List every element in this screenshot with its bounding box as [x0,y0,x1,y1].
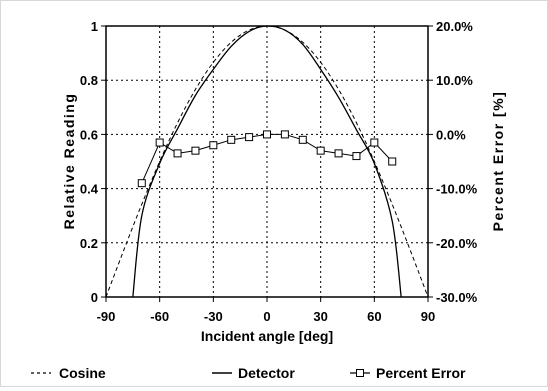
y-left-tick-label: 0.8 [80,73,98,88]
data-point-percent-error [245,133,254,142]
y-left-tick-label: 0.4 [80,182,99,197]
y-right-tick-label: -10.0% [436,182,478,197]
legend-label-percent-error: Percent Error [376,365,466,381]
legend-label-detector: Detector [238,365,295,381]
legend-item-percent-error: Percent Error [350,365,466,381]
tick-marks [101,25,433,302]
y-left-tick-label: 1 [91,19,98,34]
x-tick-label: -30 [204,309,223,324]
data-point-percent-error [334,149,343,158]
y-right-tick-label: -20.0% [436,236,478,251]
data-point-percent-error [155,138,164,147]
y-left-tick-label: 0 [91,290,98,305]
data-point-percent-error [263,130,271,139]
y-right-tick-label: -30.0% [436,290,478,305]
legend-marker-percent-error [356,369,364,377]
x-tick-label: -60 [150,309,169,324]
x-tick-label: 60 [367,309,381,324]
x-tick-labels: -90 -60 -30 0 30 60 90 [97,309,436,324]
data-point-percent-error [280,130,289,139]
legend-item-cosine: Cosine [31,365,106,381]
x-tick-label: 90 [421,309,435,324]
x-tick-label: -90 [97,309,116,324]
y-left-tick-labels: 0 0.2 0.4 0.6 0.8 1 [80,19,99,305]
data-point-percent-error [316,146,325,155]
x-tick-label: 0 [263,309,270,324]
y-left-tick-label: 0.2 [80,236,98,251]
y-right-tick-label: 20.0% [436,19,473,34]
y-axis-left-label: Relative Reading [61,93,77,230]
data-point-percent-error [298,135,307,144]
y-axis-right-label: Percent Error [%] [490,91,506,232]
data-point-percent-error [137,179,146,188]
data-point-percent-error [209,141,218,150]
data-point-percent-error [227,135,236,144]
grid-lines [106,26,428,297]
x-axis-label: Incident angle [deg] [201,328,333,344]
y-right-tick-labels: -30.0% -20.0% -10.0% 0.0% 10.0% 20.0% [436,19,478,305]
data-point-percent-error [370,138,379,147]
data-point-percent-error [173,149,182,158]
y-left-tick-label: 0.6 [80,127,98,142]
y-right-tick-label: 0.0% [436,127,466,142]
legend-label-cosine: Cosine [59,365,106,381]
legend: Cosine Detector Percent Error [31,365,466,381]
legend-item-detector: Detector [212,365,295,381]
data-point-percent-error [388,157,397,166]
y-right-tick-label: 10.0% [436,73,473,88]
data-point-percent-error [191,146,200,155]
x-tick-label: 30 [313,309,327,324]
data-point-percent-error [352,152,361,161]
plot-area-border [105,25,429,298]
